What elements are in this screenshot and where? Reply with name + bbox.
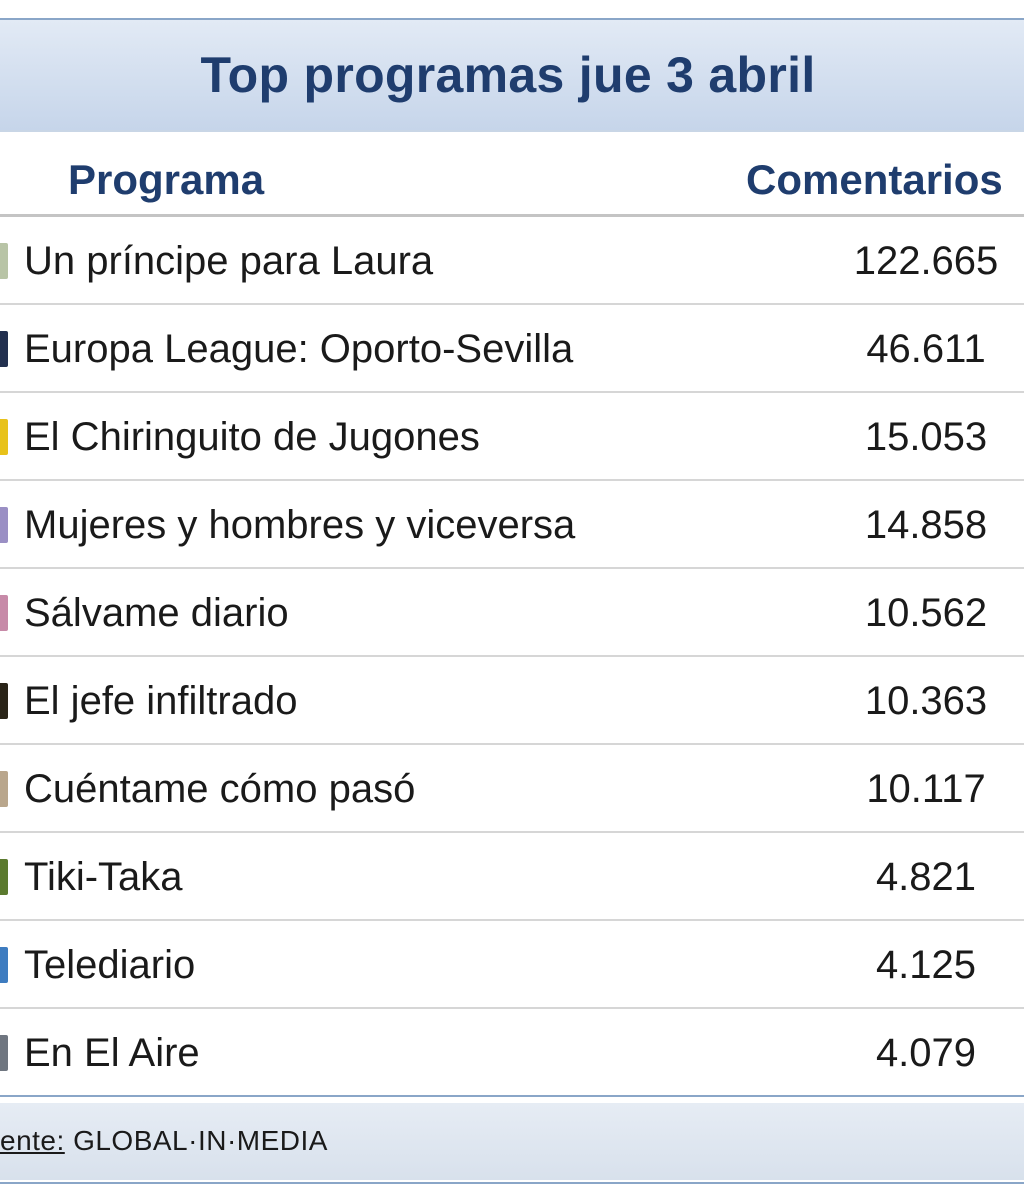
table-row: En El Aire 4.079 <box>0 1009 1024 1097</box>
comment-count: 4.125 <box>875 943 977 987</box>
program-thumbnail-icon <box>0 243 8 279</box>
table-body: Un príncipe para Laura 122.665 Europa Le… <box>0 217 1024 1097</box>
comment-count: 4.821 <box>875 855 977 899</box>
comment-count: 14.858 <box>864 503 988 547</box>
table-row: Mujeres y hombres y viceversa 14.858 <box>0 481 1024 569</box>
comment-count: 15.053 <box>864 415 988 459</box>
table-row: El Chiringuito de Jugones 15.053 <box>0 393 1024 481</box>
table-title: Top programas jue 3 abril <box>200 47 816 103</box>
header-row: Programa Comentarios <box>0 132 1024 217</box>
table-row: Cuéntame cómo pasó 10.117 <box>0 745 1024 833</box>
program-name: Sálvame diario <box>24 591 289 635</box>
source-note: ente: GLOBAL·IN·MEDIA <box>0 1125 328 1157</box>
comment-count: 46.611 <box>866 327 986 371</box>
program-name: Cuéntame cómo pasó <box>24 767 416 811</box>
program-thumbnail-icon <box>0 771 8 807</box>
program-thumbnail-icon <box>0 859 8 895</box>
source-label-link[interactable]: ente: <box>0 1125 65 1156</box>
program-name: Mujeres y hombres y viceversa <box>24 503 576 547</box>
program-name: Telediario <box>24 943 196 987</box>
program-name: El jefe infiltrado <box>24 679 298 723</box>
comment-count: 122.665 <box>853 239 999 283</box>
table-row: Tiki-Taka 4.821 <box>0 833 1024 921</box>
program-name: Un príncipe para Laura <box>24 239 434 283</box>
source-value: GLOBAL·IN·MEDIA <box>73 1125 328 1156</box>
program-thumbnail-icon <box>0 595 8 631</box>
program-thumbnail-icon <box>0 947 8 983</box>
program-name: Tiki-Taka <box>24 855 183 899</box>
program-name: En El Aire <box>24 1031 200 1075</box>
program-thumbnail-icon <box>0 331 8 367</box>
table-footer: ente: GLOBAL·IN·MEDIA <box>0 1103 1024 1180</box>
program-name: El Chiringuito de Jugones <box>24 415 480 459</box>
ranking-table: Top programas jue 3 abril Programa Comen… <box>0 18 1024 1184</box>
program-thumbnail-icon <box>0 683 8 719</box>
table-row: El jefe infiltrado 10.363 <box>0 657 1024 745</box>
column-header-programa: Programa <box>68 156 265 203</box>
table-row: Sálvame diario 10.562 <box>0 569 1024 657</box>
table-row: Un príncipe para Laura 122.665 <box>0 217 1024 305</box>
table-row: Europa League: Oporto-Sevilla 46.611 <box>0 305 1024 393</box>
title-bar: Top programas jue 3 abril <box>0 20 1024 132</box>
program-name: Europa League: Oporto-Sevilla <box>24 327 574 371</box>
comment-count: 4.079 <box>875 1031 977 1075</box>
column-header-comentarios: Comentarios <box>746 156 1003 203</box>
program-thumbnail-icon <box>0 419 8 455</box>
program-thumbnail-icon <box>0 1035 8 1071</box>
table-row: Telediario 4.125 <box>0 921 1024 1009</box>
comment-count: 10.117 <box>866 767 986 811</box>
comment-count: 10.562 <box>864 591 988 635</box>
program-thumbnail-icon <box>0 507 8 543</box>
comment-count: 10.363 <box>864 679 988 723</box>
